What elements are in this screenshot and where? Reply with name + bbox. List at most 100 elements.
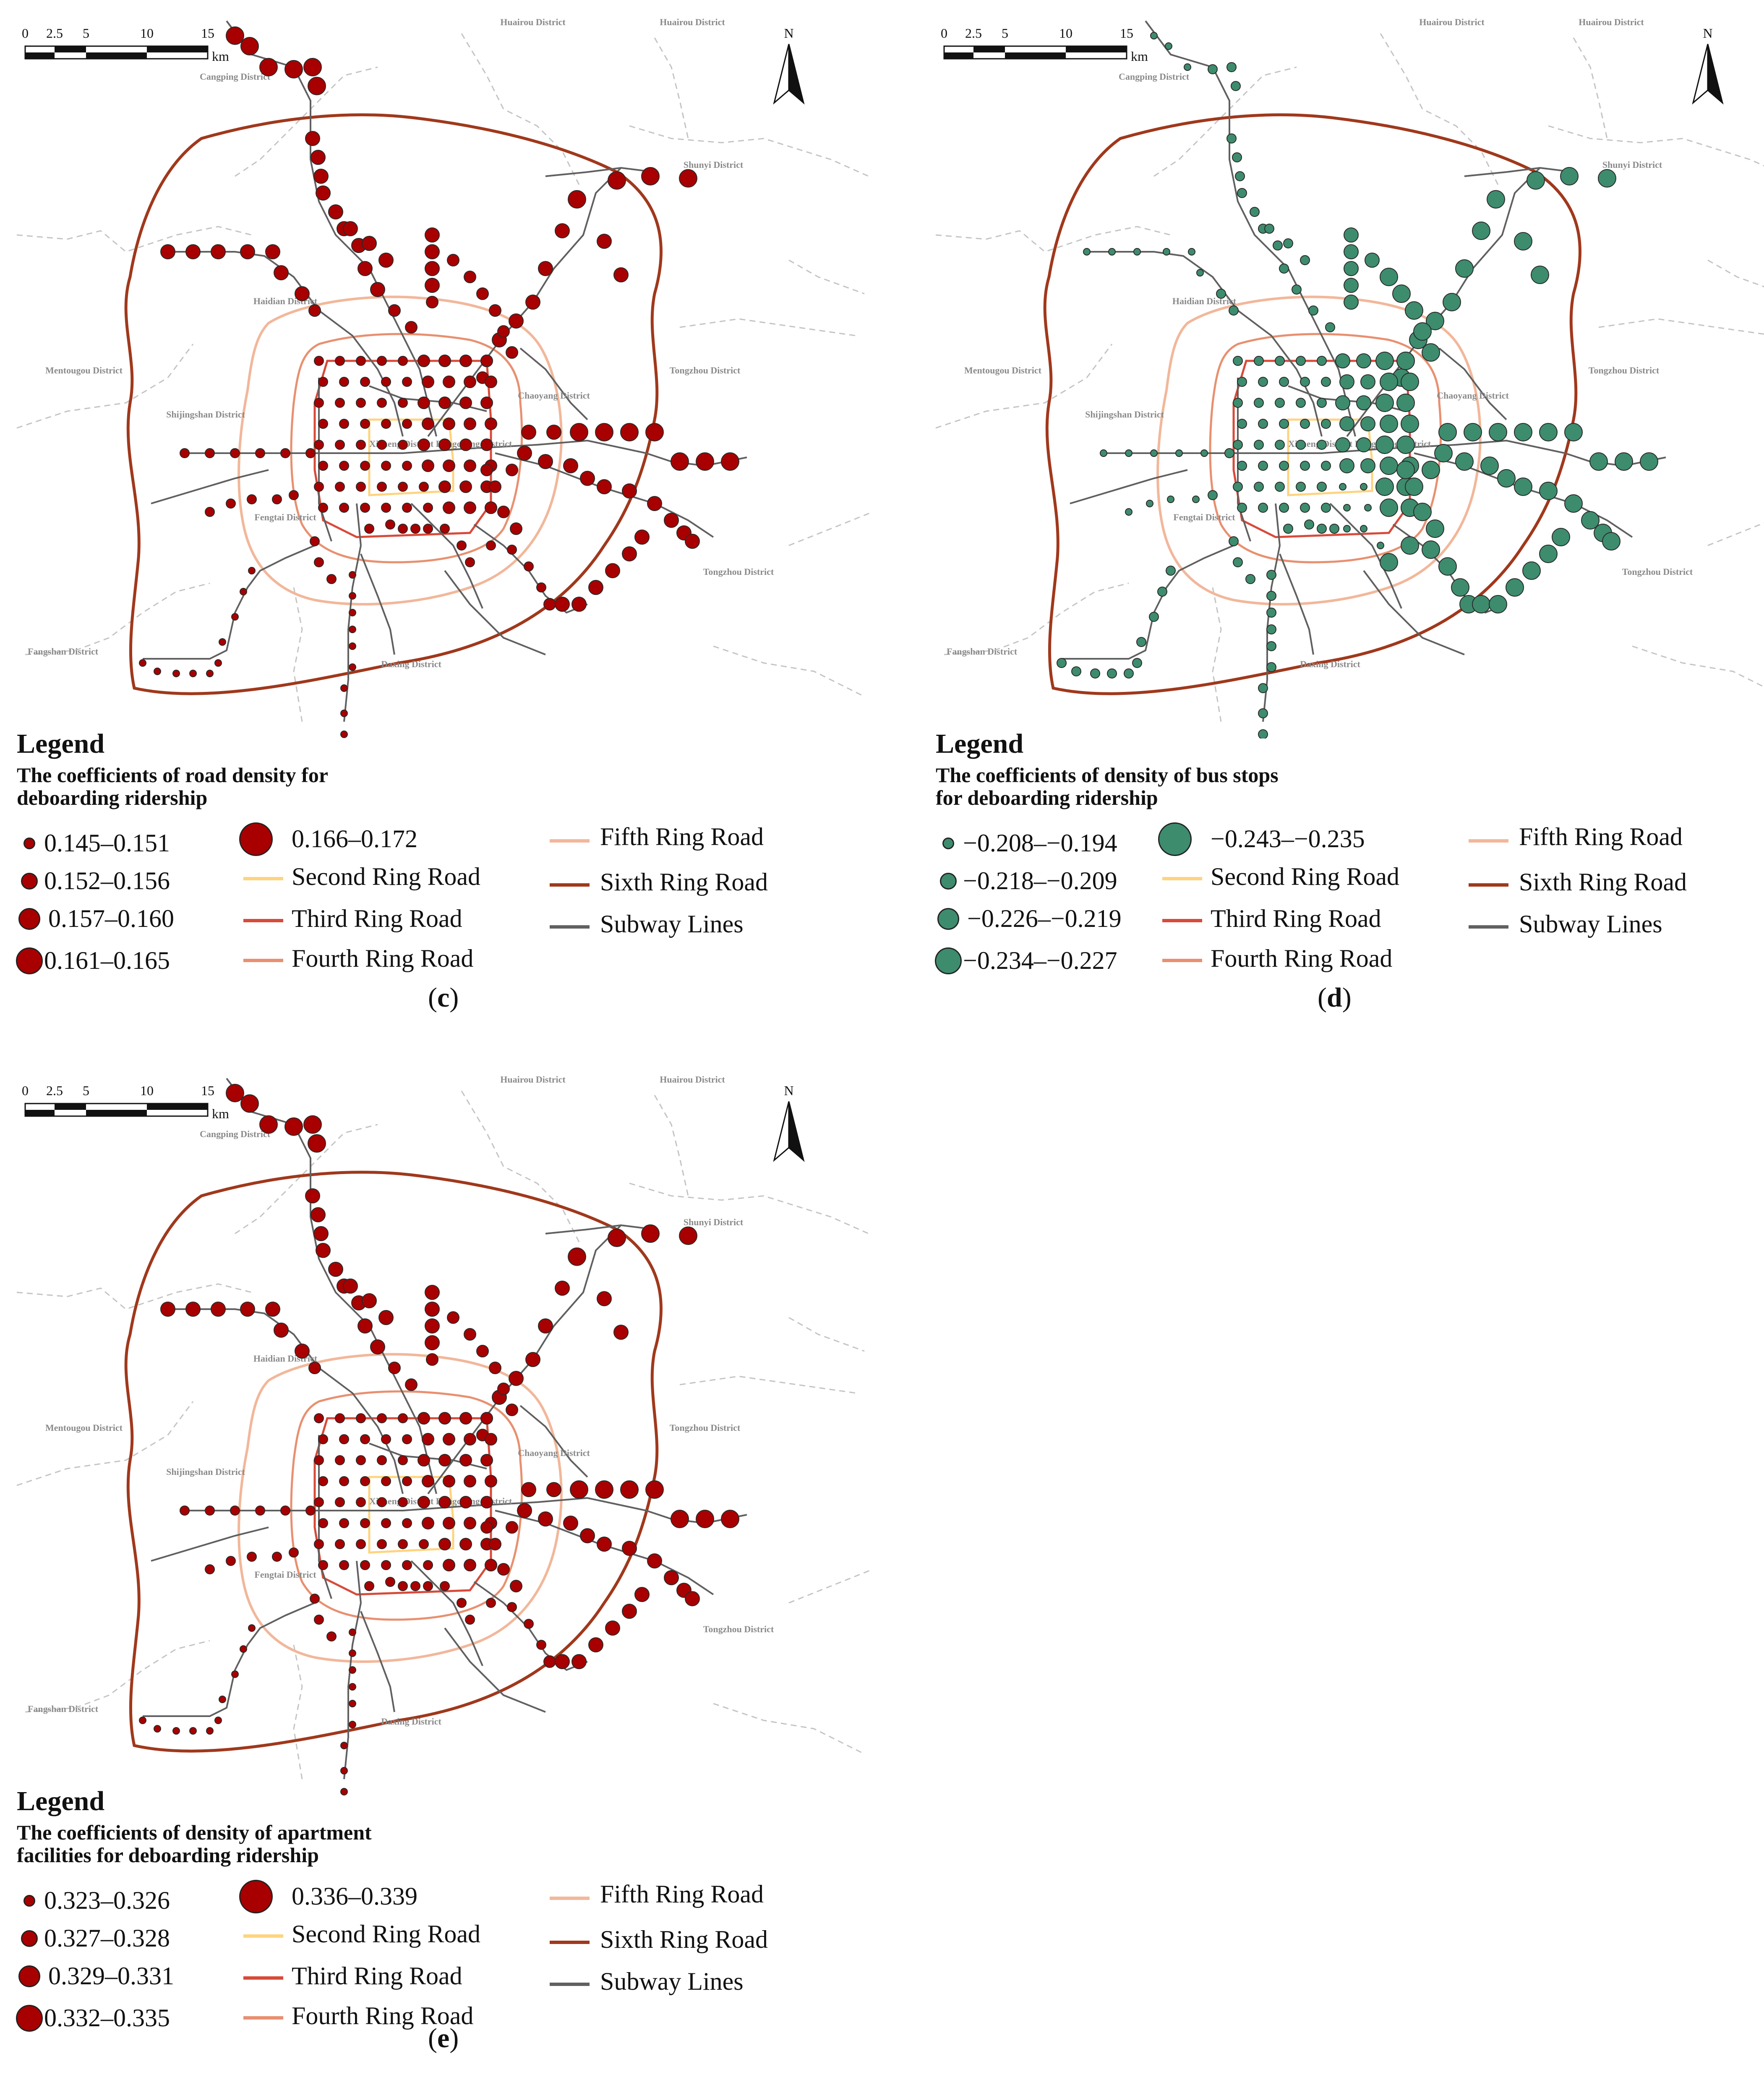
station-point: [402, 1560, 412, 1570]
district-boundary: [1573, 37, 1608, 139]
station-point: [1266, 570, 1276, 580]
station-point: [1356, 437, 1371, 452]
station-point: [507, 1602, 517, 1612]
station-point: [555, 1654, 570, 1669]
district-boundary: [16, 1283, 252, 1310]
station-point: [1451, 578, 1469, 597]
station-point: [1339, 483, 1346, 491]
station-point: [385, 519, 395, 530]
station-point: [1192, 496, 1200, 503]
legend-subway-line: [550, 925, 590, 929]
station-point: [1258, 729, 1268, 738]
legend-second-label: Second Ring Road: [292, 863, 480, 890]
station-point: [418, 1412, 430, 1425]
station-point: [1279, 503, 1289, 513]
district-boundary: [16, 344, 194, 429]
station-point: [349, 1649, 356, 1657]
station-point: [438, 1496, 451, 1508]
station-point: [1300, 377, 1310, 387]
station-point: [160, 1302, 175, 1317]
district-label: Fengtai District: [254, 1569, 316, 1580]
station-point: [219, 1696, 226, 1703]
scale-tick-label: 15: [1120, 26, 1133, 41]
legend-subtitle-line-2: facilities for deboarding ridership: [17, 1843, 319, 1867]
station-point: [1258, 377, 1268, 387]
station-point: [340, 1788, 348, 1795]
station-point: [402, 1476, 412, 1486]
station-point: [1266, 641, 1276, 651]
station-point: [1237, 419, 1247, 429]
station-point: [1250, 207, 1260, 217]
station-point: [314, 1539, 324, 1549]
scale-bar-segment: [55, 1104, 86, 1110]
station-point: [1360, 458, 1375, 473]
station-point: [1401, 415, 1419, 433]
station-point: [1514, 232, 1532, 251]
station-point: [308, 77, 326, 95]
fifth-ring-road: [237, 295, 563, 605]
station-point: [274, 265, 289, 280]
legend-class-label: 0.145–0.151: [44, 829, 170, 857]
district-label: Mentougou District: [45, 1422, 123, 1433]
station-point: [489, 480, 501, 493]
station-point: [443, 459, 455, 472]
station-point: [1317, 398, 1327, 408]
district-label: Shunyi District: [684, 159, 744, 170]
station-point: [1279, 264, 1289, 274]
station-point: [1266, 608, 1276, 618]
station-point: [1317, 356, 1327, 366]
station-point: [1296, 440, 1306, 450]
station-point: [538, 1318, 553, 1333]
station-point: [679, 1226, 697, 1245]
scale-tick-label: 15: [201, 1083, 214, 1098]
panel-e: Huairou District Huairou District Cangping…: [0, 1057, 881, 2098]
station-point: [1275, 356, 1285, 366]
station-point: [1233, 440, 1243, 450]
north-arrow-left: [1692, 44, 1709, 105]
station-point: [205, 507, 215, 517]
fourth-ring-road: [1209, 333, 1442, 564]
station-point: [538, 261, 553, 276]
station-point: [459, 1538, 472, 1550]
station-point: [1300, 419, 1310, 429]
station-point: [685, 1591, 700, 1606]
station-point: [289, 490, 299, 500]
station-point: [160, 244, 175, 259]
station-point: [1254, 482, 1264, 492]
station-point: [480, 438, 493, 451]
station-point: [555, 223, 570, 238]
station-point: [457, 1598, 467, 1608]
station-point: [438, 397, 451, 409]
station-point: [1489, 595, 1507, 613]
station-point: [139, 659, 146, 667]
station-point: [284, 60, 303, 78]
scale-bar-segment: [147, 1104, 208, 1110]
district-label: Tongzhou District: [1622, 566, 1693, 577]
station-point: [443, 1475, 455, 1487]
station-point: [696, 1510, 714, 1528]
district-label: Fangshan District: [28, 1704, 99, 1714]
map-e: Huairou District Huairou District Cangping…: [16, 1074, 873, 1795]
station-point: [349, 592, 356, 600]
subway-line: [519, 347, 588, 420]
panel-d: Huairou District Huairou District Cangping…: [919, 0, 1764, 1041]
legend-class-symbol: [23, 1895, 35, 1907]
station-point: [1107, 668, 1117, 678]
station-point: [423, 1581, 433, 1591]
station-point: [1598, 169, 1616, 188]
district-label: Huairou District: [1579, 17, 1644, 27]
scale-bar: 0 2.5 5 10 15 km: [941, 26, 1148, 64]
legend-second-label: Second Ring Road: [1211, 863, 1399, 890]
station-point: [343, 1279, 358, 1294]
station-point: [378, 253, 394, 268]
station-point: [464, 418, 476, 430]
station-point: [340, 1742, 348, 1749]
station-point: [310, 536, 320, 546]
station-point: [1335, 353, 1350, 368]
station-point: [295, 1344, 310, 1359]
subway-line: [143, 1602, 315, 1717]
station-point: [1279, 419, 1289, 429]
station-point: [1283, 238, 1293, 248]
station-point: [425, 1302, 440, 1317]
station-point: [356, 482, 366, 492]
